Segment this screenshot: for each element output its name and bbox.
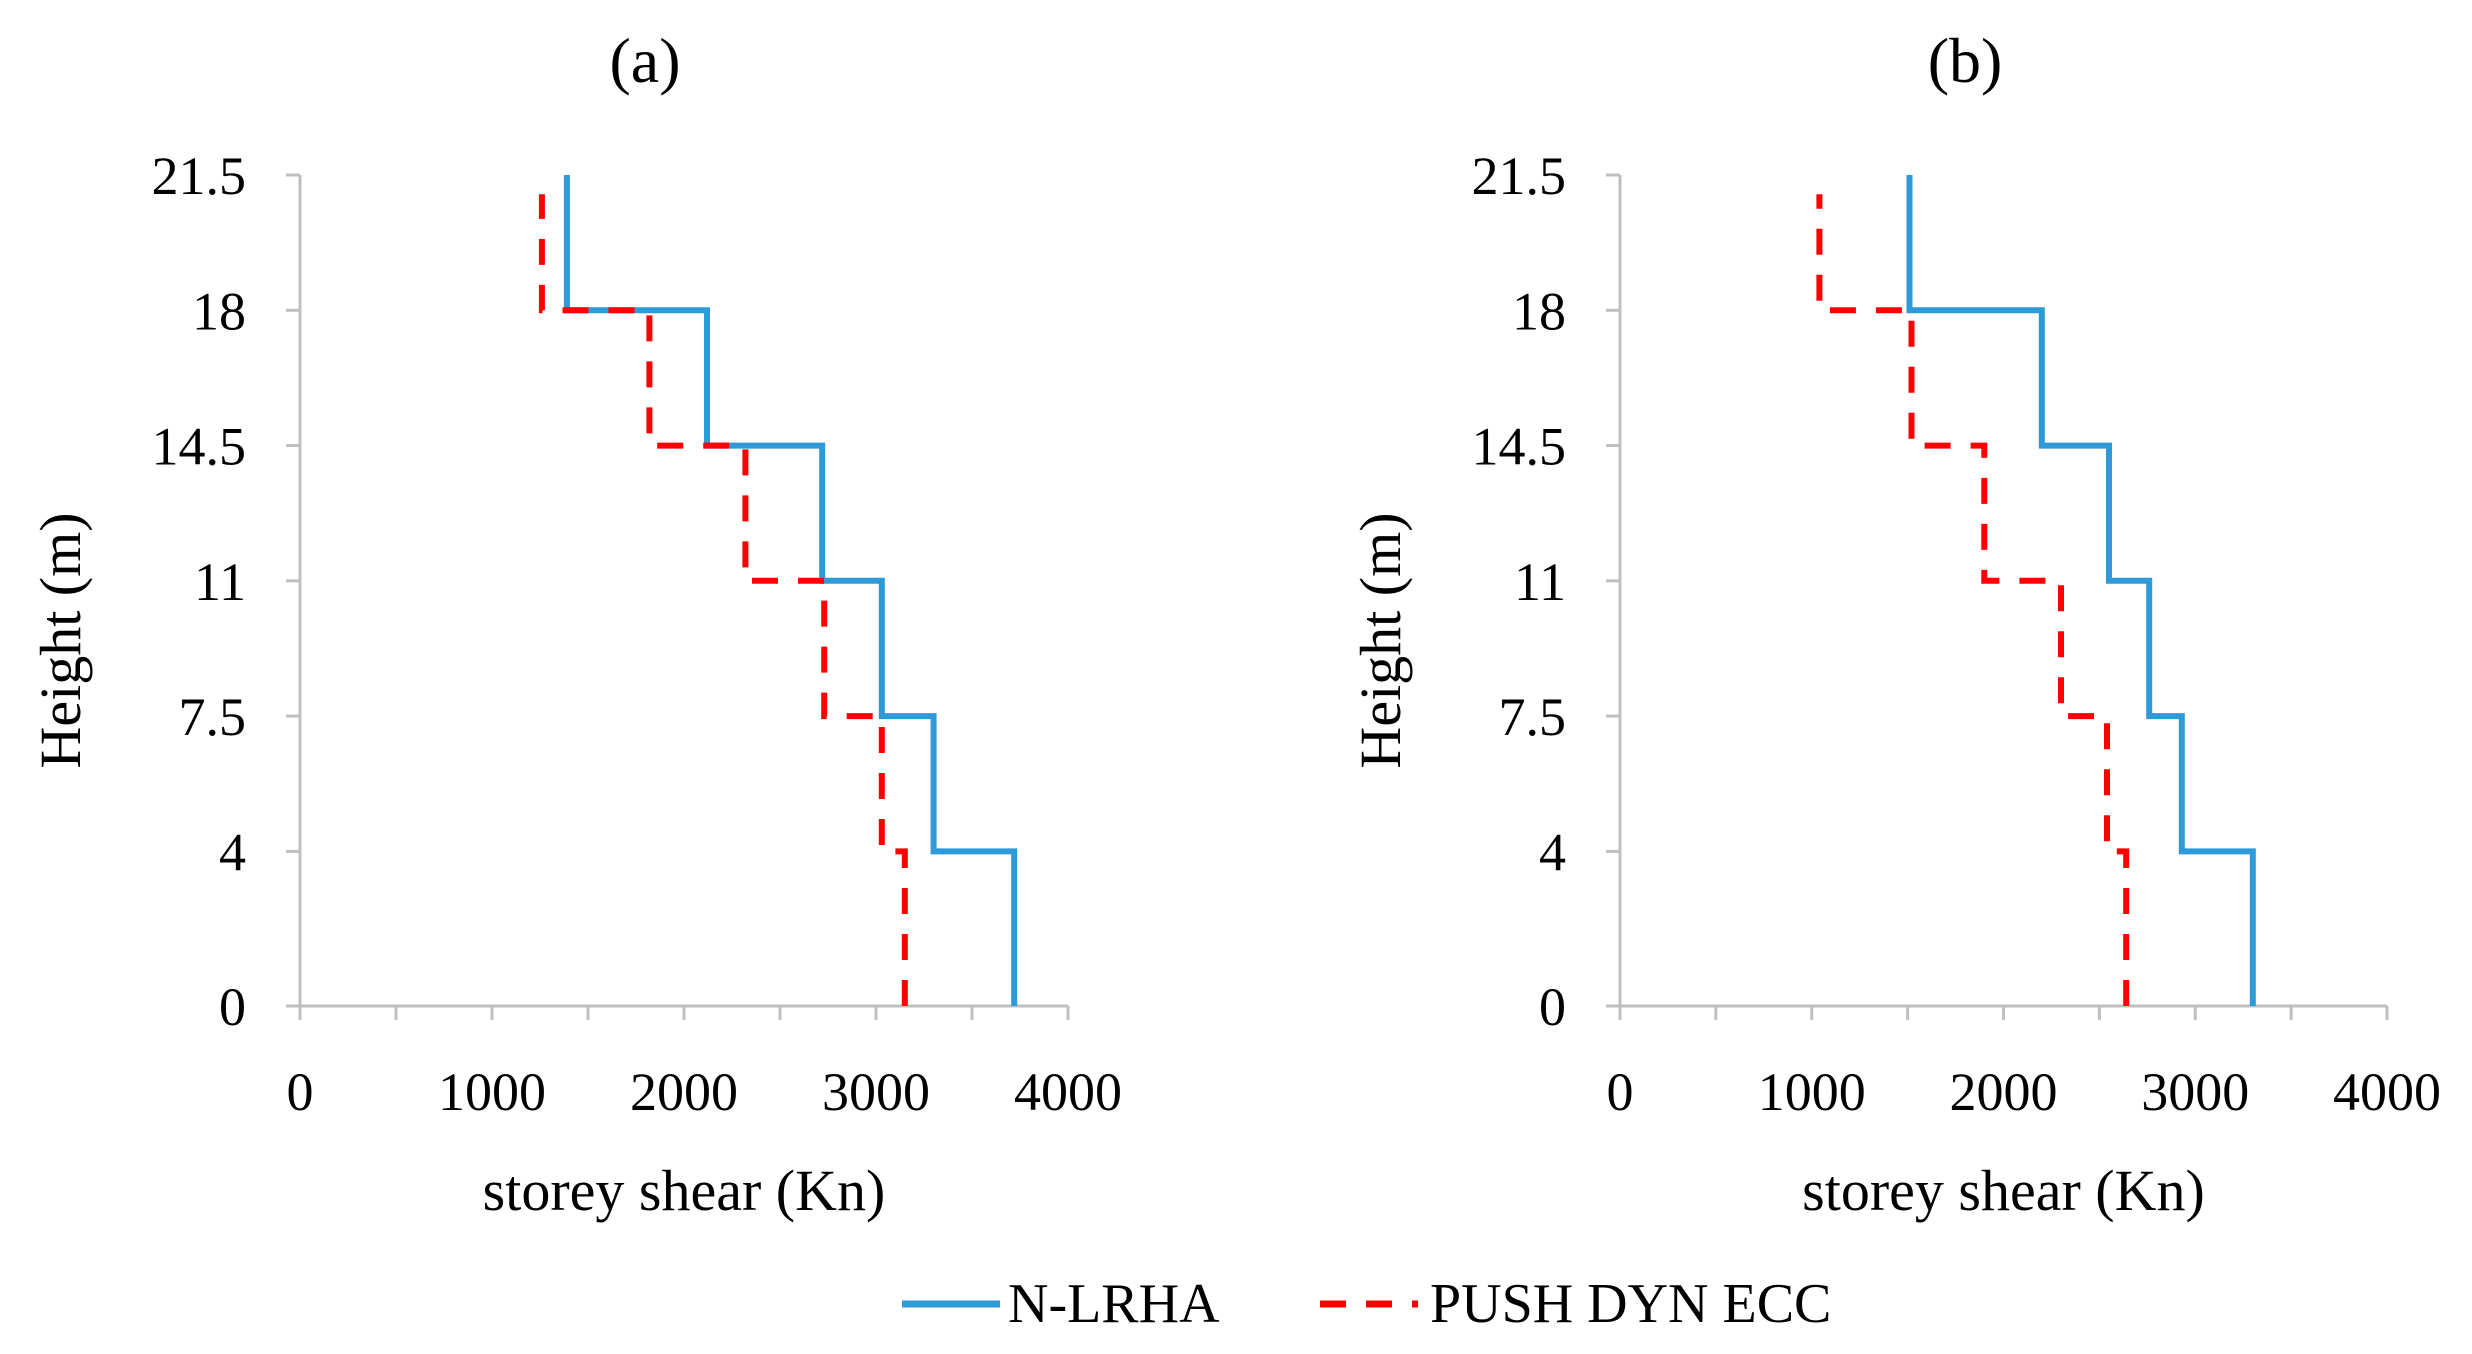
y-tick-label: 4 [219, 822, 246, 882]
series-line-push-dyn-ecc [1816, 194, 2130, 1006]
y-tick-label: 21.5 [1472, 146, 1567, 206]
x-axis-label: storey shear (Kn) [1802, 1158, 2205, 1223]
y-tick-label: 14.5 [1472, 417, 1567, 477]
y-tick-label: 18 [192, 281, 246, 341]
chart-title: (a) [609, 25, 680, 96]
x-tick-label: 2000 [630, 1062, 738, 1122]
x-tick-label: 0 [1607, 1062, 1634, 1122]
x-tick-label: 1000 [1758, 1062, 1866, 1122]
legend-label-n-lrha: N-LRHA [1008, 1273, 1220, 1335]
y-axis-label: Height (m) [28, 512, 93, 768]
y-tick-label: 7.5 [1499, 687, 1567, 747]
x-tick-label: 3000 [2141, 1062, 2249, 1122]
chart-title: (b) [1928, 25, 2003, 96]
legend-label-push-dyn-ecc: PUSH DYN ECC [1430, 1273, 1831, 1335]
y-tick-label: 21.5 [152, 146, 247, 206]
chart-panel-b: (b) 0 4 7.5 11 14.5 18 21.5 0 1000 2000 3000 4000 sto… [1348, 25, 2441, 1223]
y-tick-label: 0 [1539, 977, 1566, 1037]
x-tick-label: 1000 [438, 1062, 546, 1122]
legend: N-LRHA PUSH DYN ECC [902, 1273, 1831, 1335]
x-tick-label: 2000 [1950, 1062, 2058, 1122]
y-tick-label: 7.5 [179, 687, 247, 747]
x-tick-label: 3000 [822, 1062, 930, 1122]
y-axis-label: Height (m) [1348, 512, 1413, 768]
x-tick-label: 4000 [1014, 1062, 1122, 1122]
y-tick-label: 11 [1514, 552, 1566, 612]
y-tick-label: 18 [1512, 281, 1566, 341]
series-line-push-dyn-ecc [538, 194, 908, 1006]
series-line-n-lrha [563, 175, 1018, 1006]
y-tick-label: 14.5 [152, 417, 247, 477]
series-line-n-lrha [1906, 175, 2256, 1006]
y-tick-label: 4 [1539, 822, 1566, 882]
x-axis-label: storey shear (Kn) [483, 1158, 886, 1223]
x-tick-label: 4000 [2333, 1062, 2441, 1122]
y-tick-label: 0 [219, 977, 246, 1037]
chart-panel-a: (a) 0 4 7.5 11 14.5 18 21.5 0 1000 2000 3000 4000 sto… [28, 25, 1122, 1223]
x-tick-label: 0 [287, 1062, 314, 1122]
y-tick-label: 11 [194, 552, 246, 612]
